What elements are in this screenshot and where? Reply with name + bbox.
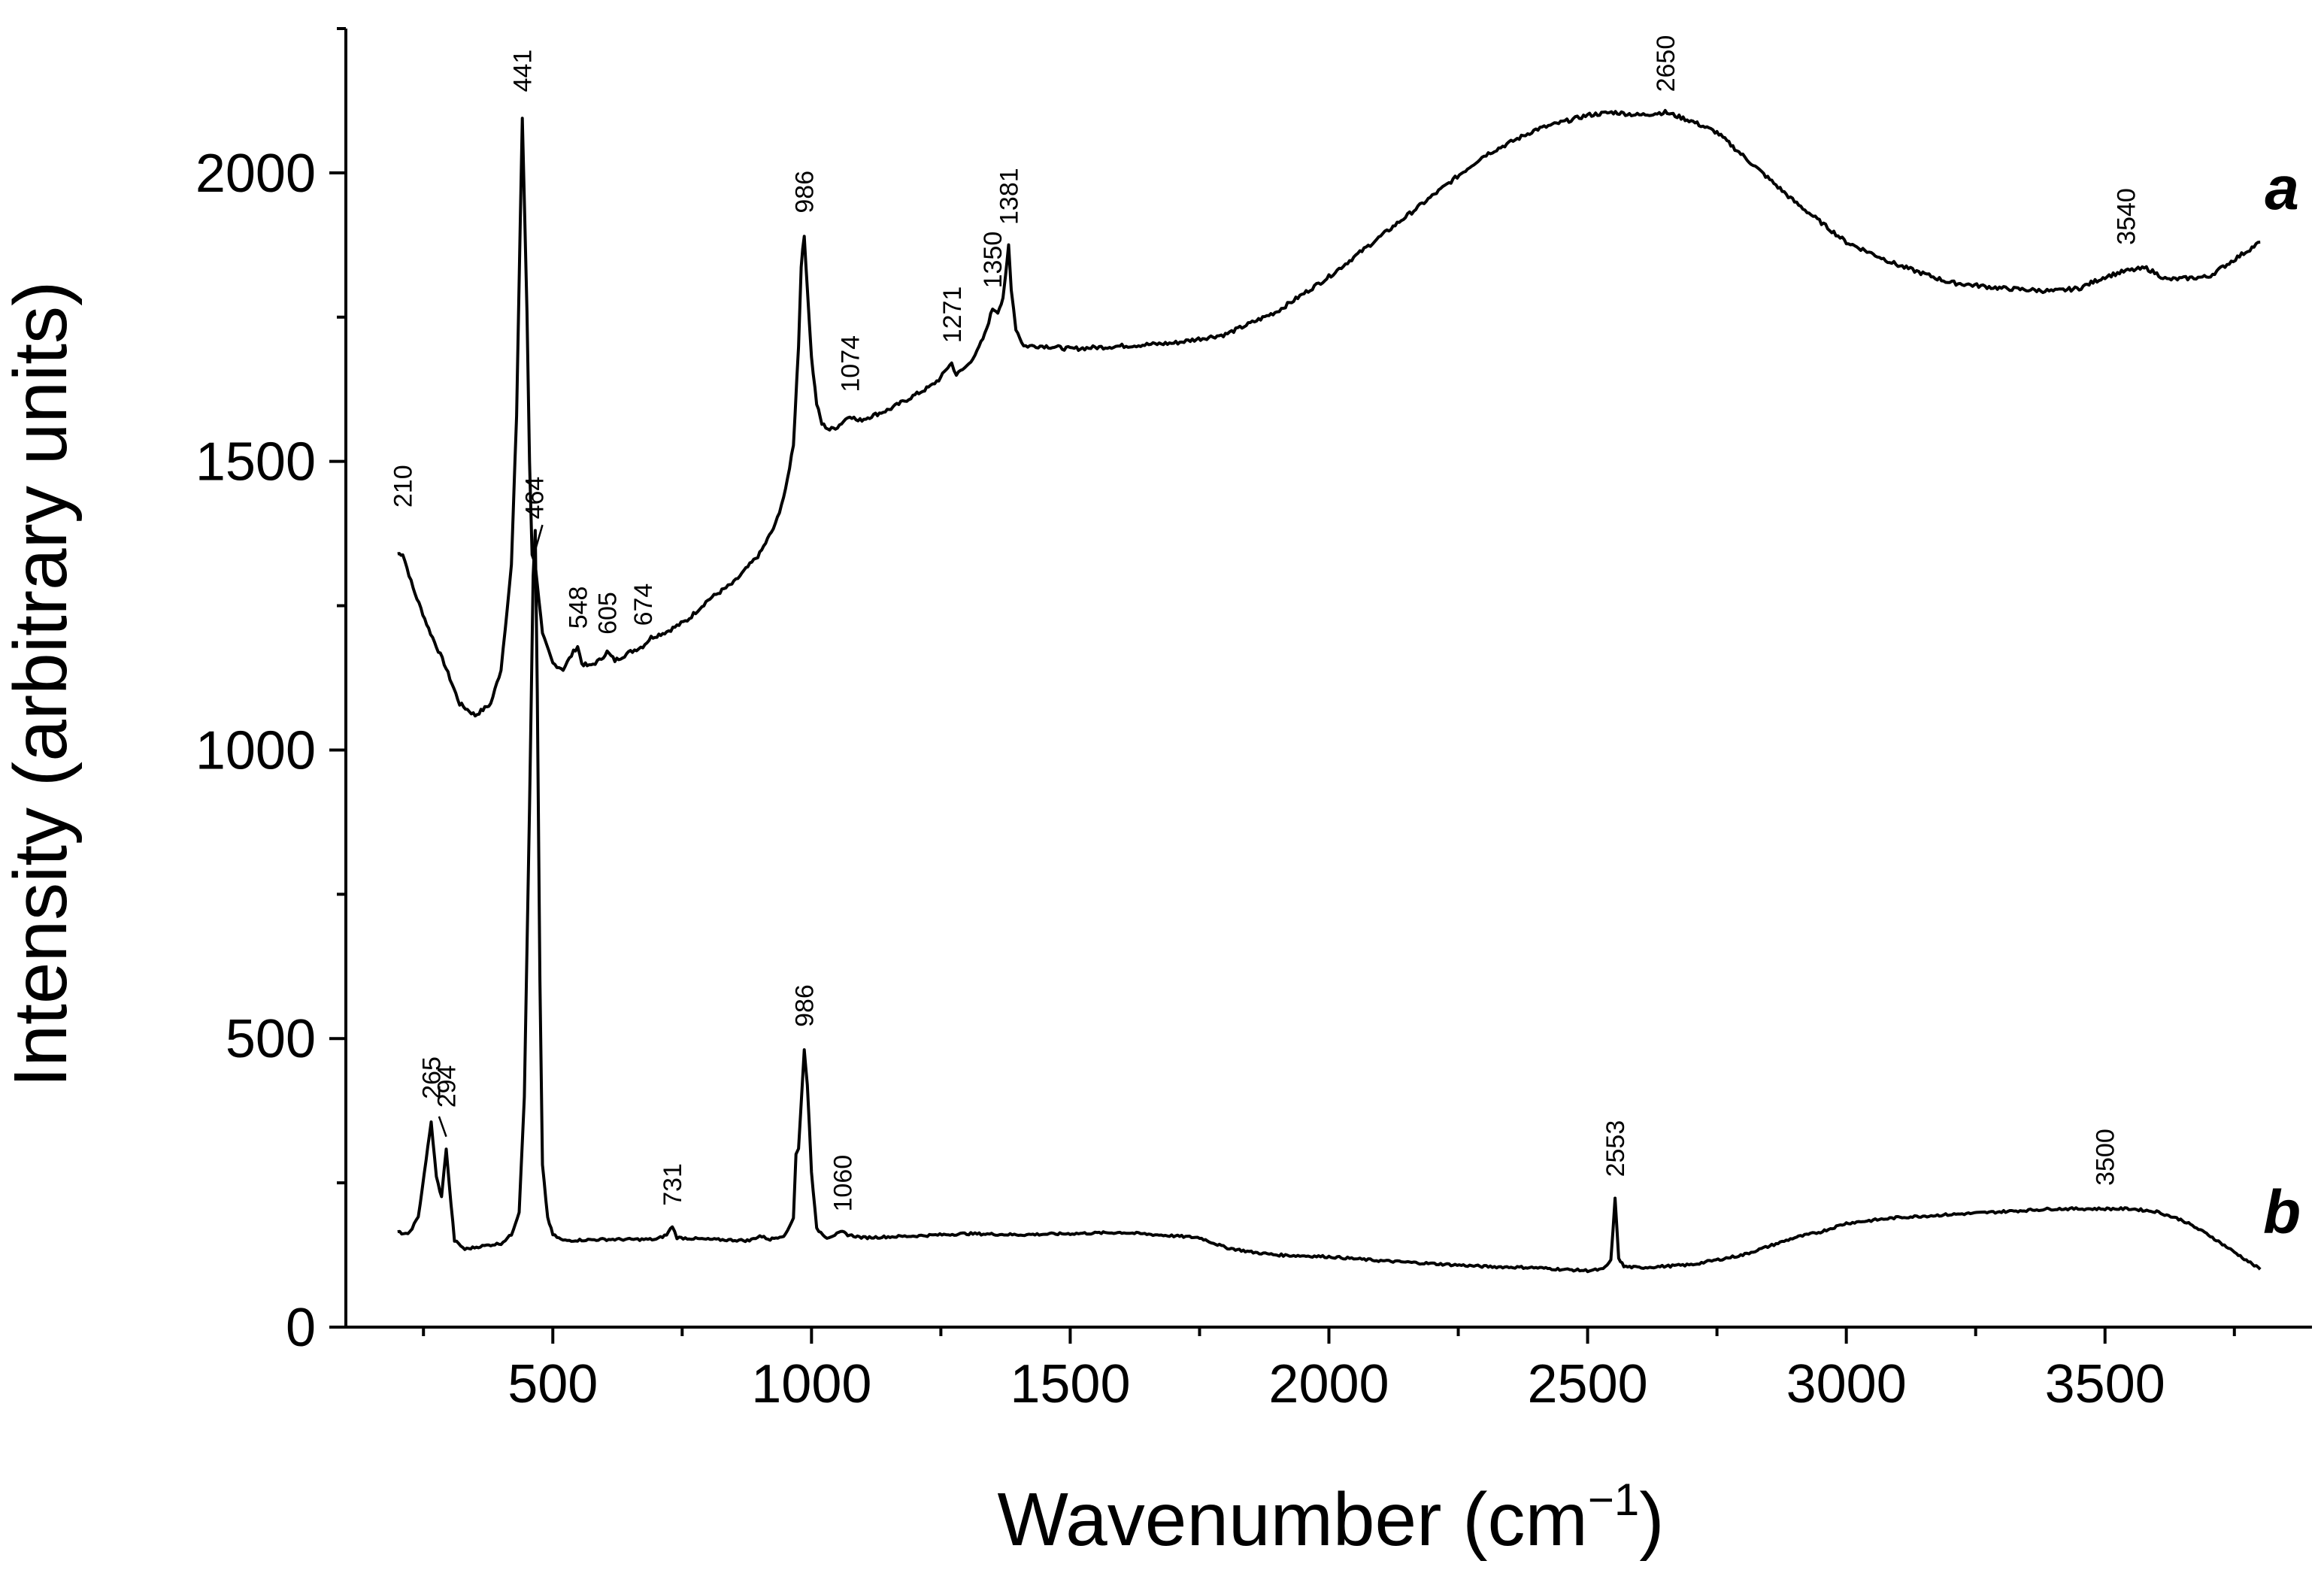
peak-label: 674 — [629, 583, 658, 626]
x-tick-label: 1000 — [751, 1354, 871, 1414]
x-ticks: 500 1000 1500 2000 2500 3000 3500 — [422, 1327, 2236, 1414]
peak-label: 986 — [791, 171, 820, 214]
x-tick-label: 500 — [508, 1354, 598, 1414]
y-tick-label: 1500 — [195, 432, 316, 492]
x-axis-title: Wavenumber (cm−1) — [997, 1474, 1664, 1562]
annotation-leader-line — [438, 1116, 447, 1138]
peak-label: 1350 — [979, 232, 1007, 289]
peak-label: 2650 — [1652, 35, 1680, 92]
x-axis-title-close: ) — [1639, 1478, 1664, 1562]
x-tick-label: 1500 — [1010, 1354, 1130, 1414]
series-line-a — [397, 108, 2261, 718]
x-tick-label: 2500 — [1527, 1354, 1647, 1414]
peak-label: 986 — [791, 984, 820, 1027]
peak-label: 731 — [659, 1163, 687, 1206]
peak-label: 265 — [418, 1056, 447, 1099]
series-line-b — [397, 529, 2262, 1274]
y-tick-label: 500 — [226, 1009, 316, 1069]
y-ticks: 0 500 1000 1500 2000 — [195, 27, 346, 1358]
peak-label: 548 — [564, 586, 592, 629]
y-tick-label: 0 — [286, 1298, 316, 1358]
peak-annotations: 210 441 464 548 605 674 986 1074 1271 1350 1381 265… — [389, 35, 2141, 1212]
peak-label: 1271 — [938, 286, 967, 344]
series-label-a: a — [2265, 154, 2299, 223]
peak-label: 605 — [594, 592, 623, 635]
x-axis-title-superscript: −1 — [1588, 1474, 1639, 1525]
peak-label: 210 — [389, 465, 418, 508]
y-axis-title: Intensity (arbitrary units) — [0, 281, 83, 1088]
series-group — [397, 108, 2262, 1274]
axes — [344, 29, 2312, 1329]
x-tick-label: 2000 — [1268, 1354, 1389, 1414]
peak-label: 1060 — [829, 1155, 858, 1212]
annotation-leader-line — [533, 524, 544, 554]
peak-label: 2553 — [1601, 1120, 1630, 1177]
series-label-b: b — [2263, 1178, 2301, 1247]
x-tick-label: 3000 — [1786, 1354, 1907, 1414]
y-tick-label: 1000 — [195, 720, 316, 780]
peak-label: 464 — [521, 477, 550, 520]
y-tick-label: 2000 — [195, 144, 316, 204]
peak-label: 1074 — [836, 335, 865, 392]
peak-label: 441 — [509, 50, 538, 92]
peak-label: 3540 — [2112, 188, 2141, 245]
x-axis-title-main: Wavenumber (cm — [997, 1478, 1587, 1562]
peak-label: 3500 — [2092, 1129, 2120, 1186]
peak-label: 294 — [433, 1065, 462, 1108]
peak-label: 1381 — [995, 168, 1024, 225]
x-tick-label: 3500 — [2045, 1354, 2165, 1414]
